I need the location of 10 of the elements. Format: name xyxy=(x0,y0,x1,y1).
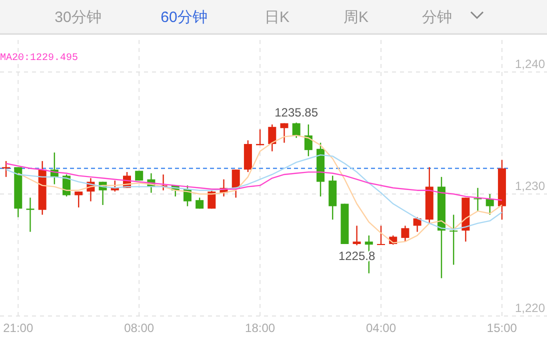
annotation: 1235.85 xyxy=(274,106,318,120)
y-tick-label: 1,240 xyxy=(514,57,546,71)
x-tick-label: 21:00 xyxy=(3,321,34,335)
y-tick-label: 1,220 xyxy=(514,301,546,315)
x-tick-label: 15:00 xyxy=(486,321,518,335)
y-tick-label: 1,230 xyxy=(514,179,546,193)
x-tick-label: 18:00 xyxy=(245,321,276,335)
x-tick-label: 08:00 xyxy=(124,321,154,335)
x-tick-label: 04:00 xyxy=(366,321,396,335)
text: MA20:1229.495 xyxy=(0,53,78,64)
